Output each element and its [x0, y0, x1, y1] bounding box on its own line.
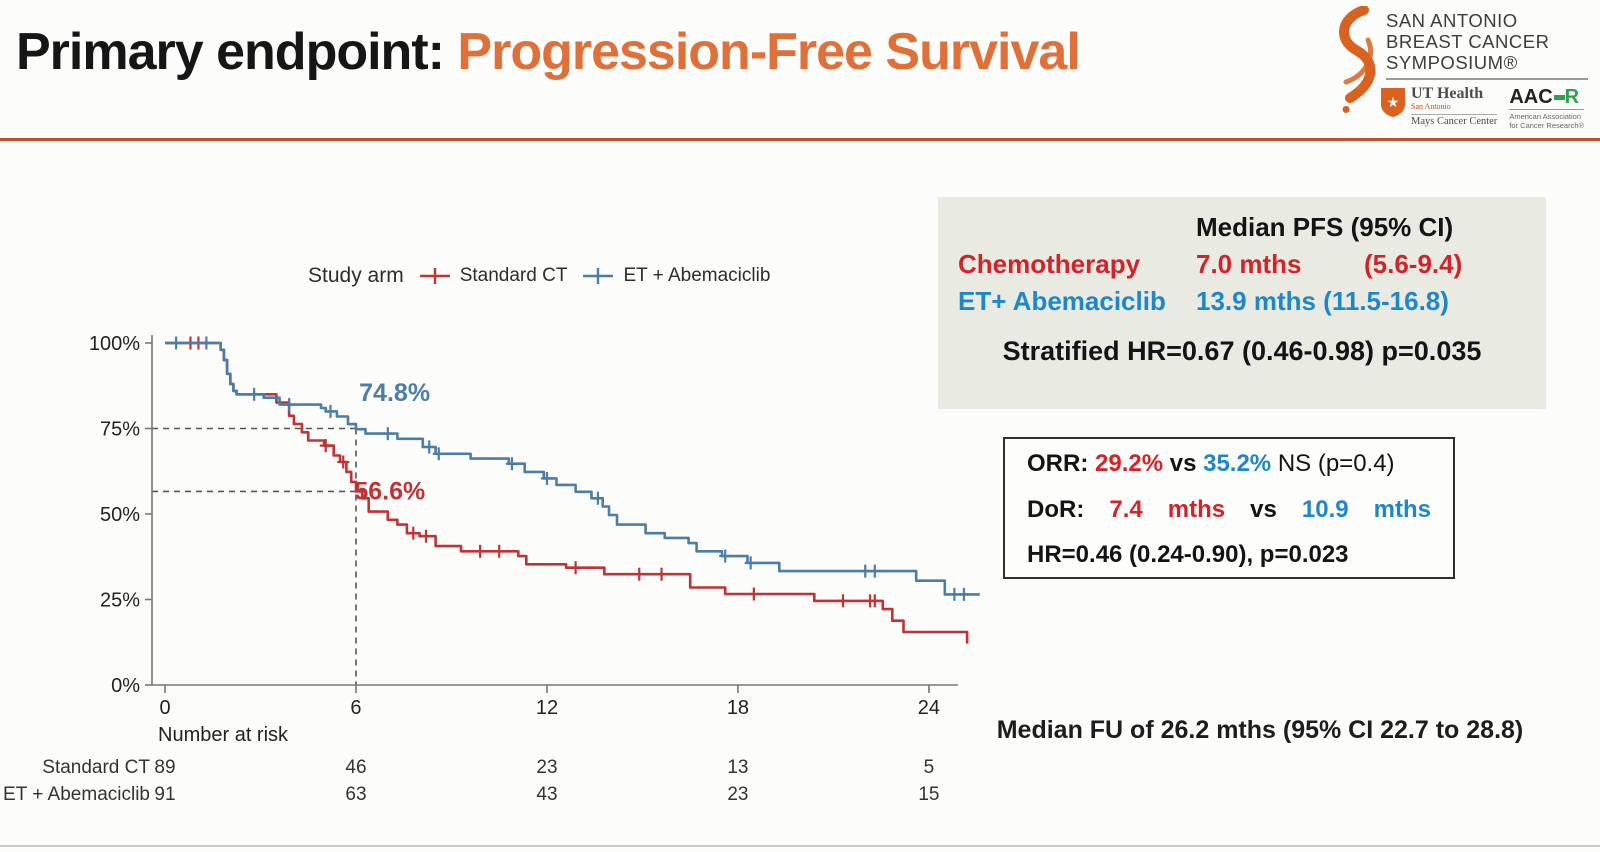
- x-tick-label: 6: [350, 697, 361, 719]
- legend-label-standard-ct: Standard CT: [459, 265, 568, 286]
- risk-value: 46: [345, 757, 366, 778]
- sabcs-line2: BREAST CANCER: [1386, 31, 1550, 53]
- y-tick-label: 100%: [89, 333, 140, 355]
- bottom-divider: [0, 845, 1600, 847]
- risk-value: 89: [154, 757, 175, 778]
- risk-value: 43: [536, 784, 557, 805]
- median-fu-note: Median FU of 26.2 mths (95% CI 22.7 to 2…: [996, 716, 1524, 744]
- ut-health-logo: ★ UT Health San Antonio Mays Cancer Cent…: [1380, 85, 1498, 131]
- pfs-row-abemaciclib-label: ET+ Abemaciclib: [958, 285, 1166, 316]
- risk-value: 23: [536, 757, 557, 778]
- header-divider: [0, 138, 1600, 141]
- aacr-wordmark: AAC R: [1509, 86, 1580, 108]
- legend-key-plus-red-icon: [419, 268, 450, 284]
- pfs-row-chemotherapy-ci: (5.6-9.4): [1364, 248, 1463, 279]
- sabcs-line1: SAN ANTONIO: [1386, 10, 1518, 31]
- ut-sanantonio-label: San Antonio: [1411, 102, 1498, 116]
- y-tick-label: 50%: [100, 504, 140, 526]
- km-curve-et-abemaciclib: [165, 341, 980, 596]
- pfs-row-chemotherapy-label: Chemotherapy: [958, 248, 1141, 279]
- risk-row-label: ET + Abemaciclib: [3, 784, 150, 805]
- annotation-56.6%: 56.6%: [354, 478, 425, 506]
- risk-value: 91: [154, 784, 175, 805]
- mays-cancer-center-label: Mays Cancer Center: [1411, 116, 1498, 128]
- sabcs-wordmark: SAN ANTONIO BREAST CANCER SYMPOSIUM®: [1386, 10, 1549, 73]
- aacr-subtitle: American Association for Cancer Research…: [1509, 109, 1585, 131]
- x-tick-label: 18: [727, 697, 749, 719]
- number-at-risk-title: Number at risk: [158, 724, 289, 746]
- ut-shield-icon: ★: [1381, 88, 1405, 117]
- title-prefix: Primary endpoint:: [16, 23, 458, 81]
- median-pfs-header: Median PFS (95% CI): [1196, 212, 1454, 242]
- x-tick-label: 0: [159, 697, 170, 719]
- risk-row-label: Standard CT: [42, 757, 150, 778]
- risk-value: 23: [727, 784, 748, 805]
- risk-value: 63: [345, 784, 366, 805]
- orr-line: ORR: 29.2% vs 35.2% NS (p=0.4): [1027, 450, 1395, 477]
- pfs-row-abemaciclib-value: 13.9 mths (11.5-16.8): [1196, 285, 1449, 316]
- median-pfs-box: Median PFS (95% CI) Chemotherapy 7.0 mth…: [938, 197, 1546, 409]
- x-tick-label: 12: [536, 697, 558, 719]
- pfs-row-chemotherapy-value: 7.0 mths: [1196, 248, 1302, 279]
- risk-value: 15: [918, 784, 939, 805]
- risk-value: 5: [924, 757, 935, 778]
- orr-dor-box: ORR: 29.2% vs 35.2% NS (p=0.4) DoR: 7.4 …: [1003, 437, 1455, 579]
- risk-value: 13: [727, 757, 748, 778]
- aacr-bar-icon: [1553, 95, 1565, 100]
- chart-legend: Study arm Standard CT ET + Abemaciclib: [308, 264, 770, 288]
- title-highlight: Progression-Free Survival: [457, 23, 1080, 81]
- legend-item-et-abemaciclib: ET + Abemaciclib: [581, 265, 770, 287]
- stratified-hr-text: Stratified HR=0.67 (0.46-0.98) p=0.035: [1002, 335, 1482, 366]
- dor-line: DoR: 7.4 mths vs 10.9 mths: [1027, 495, 1431, 523]
- logo-divider: [1386, 78, 1588, 80]
- y-tick-label: 25%: [100, 590, 140, 612]
- annotation-74.8%: 74.8%: [359, 379, 430, 407]
- km-curve-standard-ct: [165, 341, 969, 644]
- legend-title: Study arm: [308, 264, 404, 287]
- sabcs-ribbon-icon: [1339, 6, 1376, 113]
- y-tick-label: 0%: [111, 675, 140, 697]
- aacr-logo: AAC R American Association for Cancer Res…: [1509, 86, 1585, 131]
- legend-key-plus-blue-icon: [583, 268, 614, 284]
- sabcs-line3: SYMPOSIUM®: [1386, 52, 1518, 74]
- y-tick-label: 75%: [100, 419, 140, 441]
- sabcs-logo: SAN ANTONIO BREAST CANCER SYMPOSIUM® ★ U…: [1318, 4, 1596, 134]
- dor-hr-text: HR=0.46 (0.24-0.90), p=0.023: [1027, 541, 1349, 568]
- legend-item-standard-ct: Standard CT: [418, 265, 568, 287]
- legend-label-et-abemaciclib: ET + Abemaciclib: [623, 265, 771, 286]
- svg-text:★: ★: [1387, 94, 1400, 110]
- page-title: Primary endpoint: Progression-Free Survi…: [16, 22, 1081, 82]
- ut-health-label: UT Health: [1411, 85, 1484, 102]
- x-tick-label: 24: [918, 697, 940, 719]
